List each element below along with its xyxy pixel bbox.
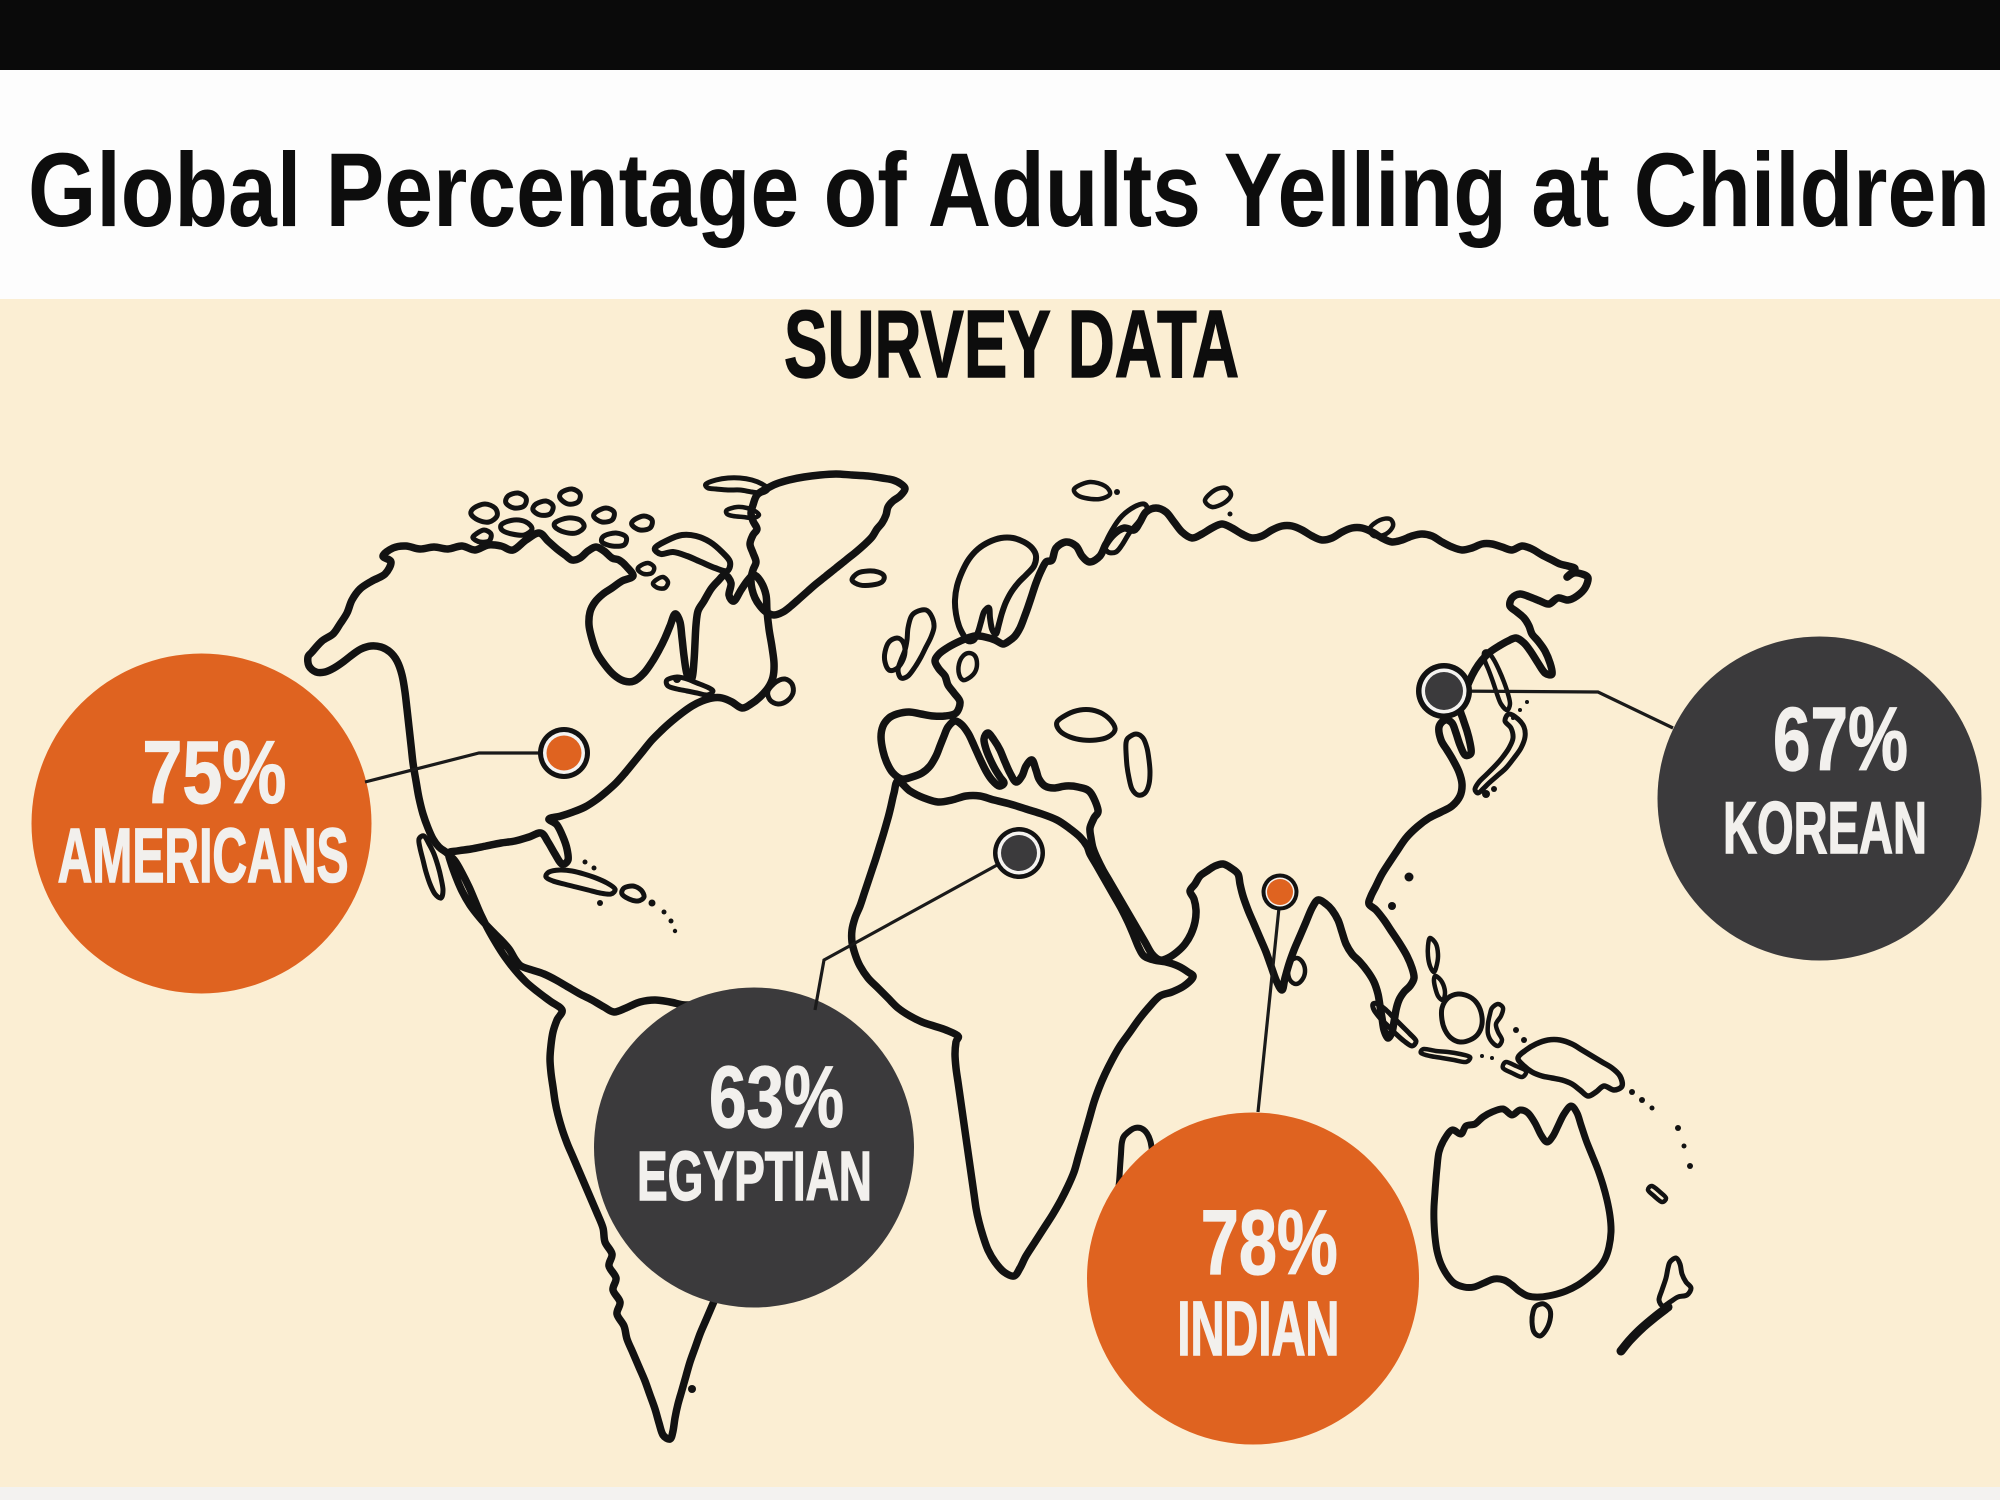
svg-text:75%: 75% [142, 722, 286, 822]
svg-text:67%: 67% [1773, 690, 1908, 790]
svg-text:63%: 63% [709, 1049, 844, 1146]
svg-text:EGYPTIAN: EGYPTIAN [637, 1137, 872, 1215]
svg-text:INDIAN: INDIAN [1177, 1286, 1339, 1372]
svg-text:SURVEY DATA: SURVEY DATA [784, 291, 1239, 398]
svg-text:KOREAN: KOREAN [1723, 788, 1927, 869]
svg-text:AMERICANS: AMERICANS [58, 813, 349, 899]
svg-text:78%: 78% [1201, 1192, 1338, 1294]
svg-text:Global Percentage of Adults Ye: Global Percentage of Adults Yelling at C… [28, 132, 1990, 249]
